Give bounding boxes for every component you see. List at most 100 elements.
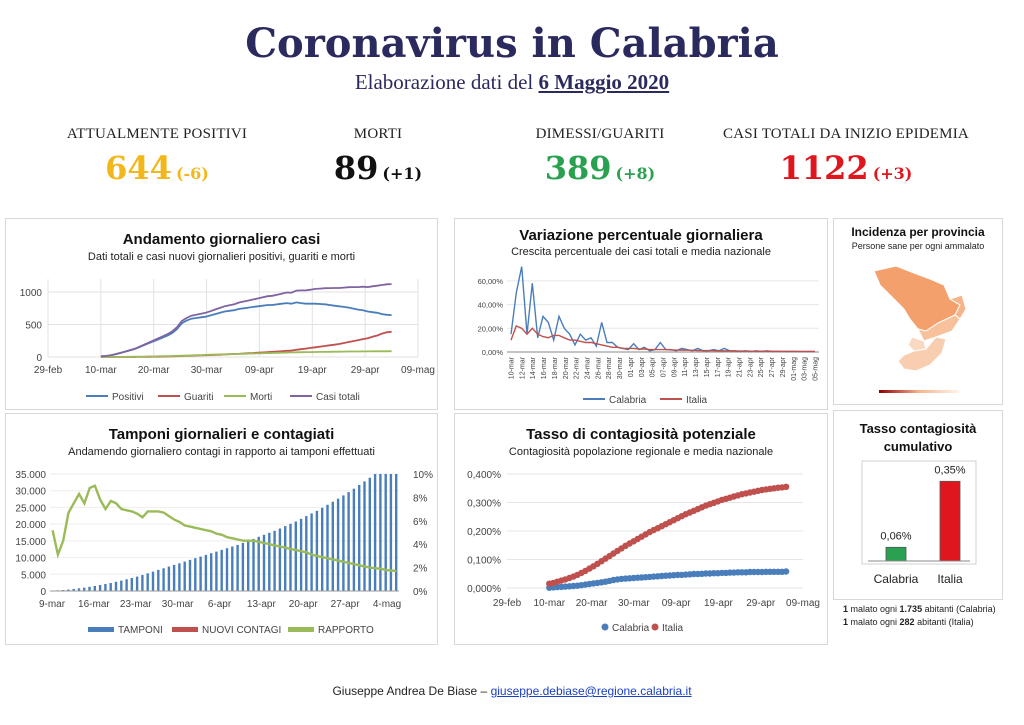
bar-tamponi xyxy=(294,521,297,591)
x-tick-label: 29-feb xyxy=(34,365,63,376)
x-tick-label: 09-mag xyxy=(786,598,820,609)
y-tick-label: 0,100% xyxy=(467,556,501,567)
bar-tamponi xyxy=(135,576,139,591)
panel-tasso: Tasso di contagiosità potenziale Contagi… xyxy=(454,413,828,645)
bar-tamponi xyxy=(109,583,112,591)
x-tick-label: 23-apr xyxy=(747,356,754,377)
legend-label: Morti xyxy=(250,392,272,403)
calabria-map xyxy=(873,265,967,393)
bar-tamponi xyxy=(342,495,345,591)
x-tick-label: 01-apr xyxy=(628,356,635,377)
x-tick-label: 29-apr xyxy=(746,598,776,609)
series-line-casi-totali xyxy=(100,283,392,358)
y-tick-label: 0 xyxy=(40,587,46,598)
note-calabria: 1 malato ogni 1.735 abitanti (Calabria) xyxy=(843,604,996,614)
x-tick-label: 29-feb xyxy=(493,598,522,609)
panel-cumulativo: Tasso contagiosità cumulativo 0,06% Calab… xyxy=(833,410,1003,600)
bar-tamponi xyxy=(130,578,133,591)
chart-variazione: 0,00% 20,00% 40,00% 60,00% 10-mar 12-mar 14-ma… xyxy=(478,266,820,406)
y2-tick-label: 8% xyxy=(413,493,428,504)
x-tick-label: 15-apr xyxy=(704,356,711,377)
y-tick-label: 15.000 xyxy=(15,537,46,548)
y-tick-label: 25.000 xyxy=(15,503,46,514)
map-title: Incidenza per provincia xyxy=(851,225,985,239)
kpi-label: ATTUALMENTE POSITIVI xyxy=(66,126,248,142)
legend-label: Italia xyxy=(686,395,708,406)
bar-tamponi xyxy=(167,566,171,591)
x-tick-label: 28-mar xyxy=(606,356,613,379)
province-reggio xyxy=(897,336,947,372)
panel-andamento: Andamento giornaliero casi Dati totali e… xyxy=(5,218,438,410)
bar-tamponi xyxy=(389,474,393,591)
map-color-scale xyxy=(879,390,959,393)
bar-tamponi xyxy=(236,544,239,591)
x-tick-label: 05-apr xyxy=(650,356,657,377)
series-line-morti xyxy=(100,350,392,358)
bar-tamponi xyxy=(98,585,102,591)
kpi-totali: CASI TOTALI DA INIZIO EPIDEMIA 1122 (+3) xyxy=(716,126,976,187)
kpi-guariti: DIMESSI/GUARITI 389 (+8) xyxy=(480,126,720,187)
bar-tamponi xyxy=(151,571,155,591)
x-tick-label: 01-mag xyxy=(791,357,798,381)
bar-tamponi xyxy=(331,501,334,591)
bar-tamponi xyxy=(120,580,123,591)
y2-tick-label: 0% xyxy=(413,587,428,598)
footer-email-link[interactable]: giuseppe.debiase@regione.calabria.it xyxy=(490,684,692,698)
bar-tamponi xyxy=(278,528,282,591)
bar-tamponi xyxy=(262,534,266,591)
chart-subtitle: Andamendo giornaliero contagi in rapport… xyxy=(68,446,375,458)
y-tick-label: 0,400% xyxy=(467,470,501,481)
x-tick-label: 20-apr xyxy=(289,599,319,610)
bar-tamponi xyxy=(183,561,186,591)
chart-title: Variazione percentuale giornaliera xyxy=(519,227,763,244)
x-tick-label: 9-mar xyxy=(39,599,66,610)
x-tick-label: 09-mag xyxy=(401,365,435,376)
chart-title: Andamento giornaliero casi xyxy=(122,231,321,248)
legend-label: Calabria xyxy=(609,395,647,406)
x-tick-label: 13-apr xyxy=(247,599,277,610)
series-line-calabria xyxy=(510,266,816,353)
x-tick-label: 20-mar xyxy=(576,598,608,609)
note-italia: 1 malato ogni 282 abitanti (Italia) xyxy=(843,617,974,627)
chart-andamento: 0 500 1000 29-feb 10-mar 20-mar 30-mar 09-apr 19… xyxy=(20,279,435,403)
x-tick-label: 17-apr xyxy=(715,356,722,377)
bar-tamponi xyxy=(225,548,229,591)
y2-tick-label: 6% xyxy=(413,517,428,528)
x-tick-label: 24-mar xyxy=(585,356,592,379)
x-tick-label: 05-mag xyxy=(813,357,820,381)
x-tick-label: 09-apr xyxy=(245,365,275,376)
x-tick-label: 16-mar xyxy=(78,599,110,610)
x-tick-label: 26-mar xyxy=(595,356,602,379)
panel-incidenza: Incidenza per provincia Persone sane per… xyxy=(833,218,1003,405)
x-tick-label: 20-mar xyxy=(138,365,170,376)
x-tick-label: 29-apr xyxy=(780,356,787,377)
legend-swatch xyxy=(172,627,198,632)
bar-tamponi xyxy=(77,588,81,591)
x-tick-label: 27-apr xyxy=(769,356,776,377)
plot-area xyxy=(861,460,977,565)
legend-swatch xyxy=(88,627,114,632)
category-label: Calabria xyxy=(874,572,919,586)
point-calabria xyxy=(782,568,790,575)
y2-tick-label: 10% xyxy=(413,470,433,481)
bar-tamponi xyxy=(368,477,371,591)
bar-calabria xyxy=(885,546,907,562)
kpi-value: 389 xyxy=(544,149,612,187)
bar-tamponi xyxy=(284,526,287,591)
bar-tamponi xyxy=(373,474,377,591)
bar-tamponi xyxy=(241,542,245,591)
chart-subtitle: Crescita percentuale dei casi totali e m… xyxy=(511,246,771,258)
legend-swatch xyxy=(651,623,659,631)
bar-tamponi xyxy=(257,536,260,591)
kpi-delta: (-6) xyxy=(175,164,209,183)
bar-tamponi xyxy=(358,485,361,591)
bar-tamponi xyxy=(146,573,149,591)
y-tick-label: 0,00% xyxy=(482,348,504,357)
x-tick-label: 30-mar xyxy=(162,599,194,610)
legend-label: Italia xyxy=(662,623,684,634)
category-label: Italia xyxy=(937,572,963,586)
bar-tamponi xyxy=(141,575,144,591)
x-tick-label: 12-mar xyxy=(519,356,526,379)
legend-label: RAPPORTO xyxy=(318,625,374,636)
x-tick-label: 13-apr xyxy=(693,356,700,377)
